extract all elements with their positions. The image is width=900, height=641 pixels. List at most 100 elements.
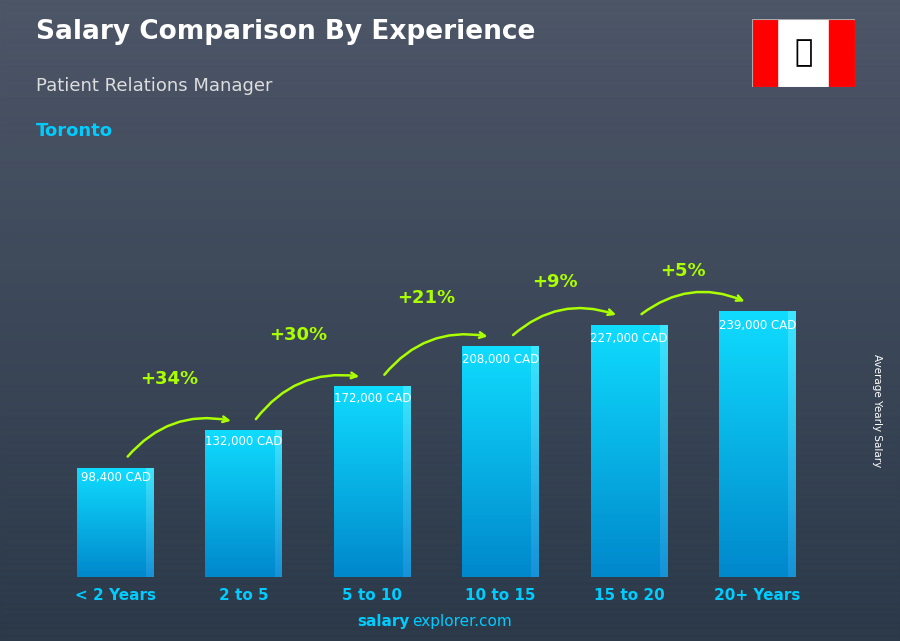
Bar <box>660 451 668 455</box>
Bar <box>788 563 796 568</box>
Bar <box>274 442 283 445</box>
Bar <box>660 367 668 371</box>
Bar <box>334 542 410 545</box>
Bar <box>0 263 900 269</box>
Bar <box>660 363 668 367</box>
Bar <box>660 526 668 531</box>
Bar <box>788 351 796 356</box>
Text: +30%: +30% <box>269 326 327 344</box>
Bar <box>463 496 539 500</box>
Bar <box>788 320 796 324</box>
Bar <box>77 535 154 537</box>
Bar <box>274 467 283 469</box>
Bar <box>788 312 796 316</box>
Bar <box>0 346 900 353</box>
Bar <box>334 478 410 481</box>
Bar <box>660 429 668 434</box>
Bar <box>77 486 154 488</box>
Bar <box>0 58 900 64</box>
Bar <box>0 77 900 83</box>
Bar <box>0 436 900 442</box>
Bar <box>660 417 668 421</box>
Bar <box>0 167 900 173</box>
Bar <box>205 481 283 484</box>
Bar <box>0 141 900 147</box>
Bar <box>205 533 283 535</box>
Bar <box>403 437 410 440</box>
Bar <box>147 482 154 484</box>
Bar <box>205 557 283 560</box>
Bar <box>0 276 900 282</box>
Bar <box>590 522 668 526</box>
Bar <box>205 516 283 518</box>
Bar <box>274 465 283 467</box>
Bar <box>205 562 283 565</box>
Bar <box>0 269 900 276</box>
Bar <box>77 542 154 544</box>
Bar <box>147 502 154 504</box>
Bar <box>0 186 900 192</box>
Bar <box>205 474 283 477</box>
Bar <box>403 570 410 574</box>
Bar <box>590 404 668 409</box>
Bar <box>532 385 539 388</box>
Bar <box>77 490 154 491</box>
Bar <box>463 349 539 353</box>
Bar <box>77 538 154 540</box>
Bar <box>532 454 539 458</box>
Text: Average Yearly Salary: Average Yearly Salary <box>872 354 883 467</box>
Bar <box>590 350 668 354</box>
Bar <box>205 496 283 499</box>
Bar <box>205 518 283 520</box>
Bar <box>0 526 900 532</box>
Bar <box>788 554 796 559</box>
Bar <box>0 109 900 115</box>
Bar <box>77 549 154 551</box>
Bar <box>403 405 410 408</box>
Bar <box>334 402 410 405</box>
Bar <box>719 387 796 391</box>
Text: 132,000 CAD: 132,000 CAD <box>205 435 283 447</box>
Bar <box>334 430 410 433</box>
Bar <box>334 405 410 408</box>
Bar <box>463 481 539 485</box>
Bar <box>274 540 283 543</box>
Bar <box>77 499 154 501</box>
Bar <box>788 440 796 444</box>
Bar <box>719 444 796 449</box>
Bar <box>77 491 154 493</box>
Bar <box>788 378 796 382</box>
Bar <box>334 446 410 449</box>
Bar <box>532 481 539 485</box>
Bar <box>463 412 539 415</box>
Bar <box>0 494 900 500</box>
Bar <box>660 539 668 544</box>
Bar <box>147 477 154 478</box>
Bar <box>0 19 900 26</box>
Bar <box>403 532 410 535</box>
Bar <box>334 535 410 538</box>
Bar <box>660 506 668 510</box>
Bar <box>147 490 154 491</box>
Bar <box>274 555 283 557</box>
Bar <box>463 396 539 400</box>
Bar <box>77 537 154 538</box>
Bar <box>719 329 796 333</box>
Bar <box>274 487 283 489</box>
Bar <box>719 537 796 542</box>
Bar <box>788 551 796 554</box>
Bar <box>660 485 668 488</box>
Bar <box>0 609 900 615</box>
Bar <box>590 409 668 413</box>
Bar <box>147 573 154 575</box>
Bar <box>532 446 539 450</box>
Bar <box>334 532 410 535</box>
Bar <box>660 354 668 358</box>
Bar <box>274 511 283 513</box>
Bar <box>463 353 539 357</box>
Bar <box>77 529 154 531</box>
Bar <box>660 501 668 506</box>
Bar <box>660 514 668 518</box>
Bar <box>0 570 900 577</box>
Bar <box>463 538 539 542</box>
